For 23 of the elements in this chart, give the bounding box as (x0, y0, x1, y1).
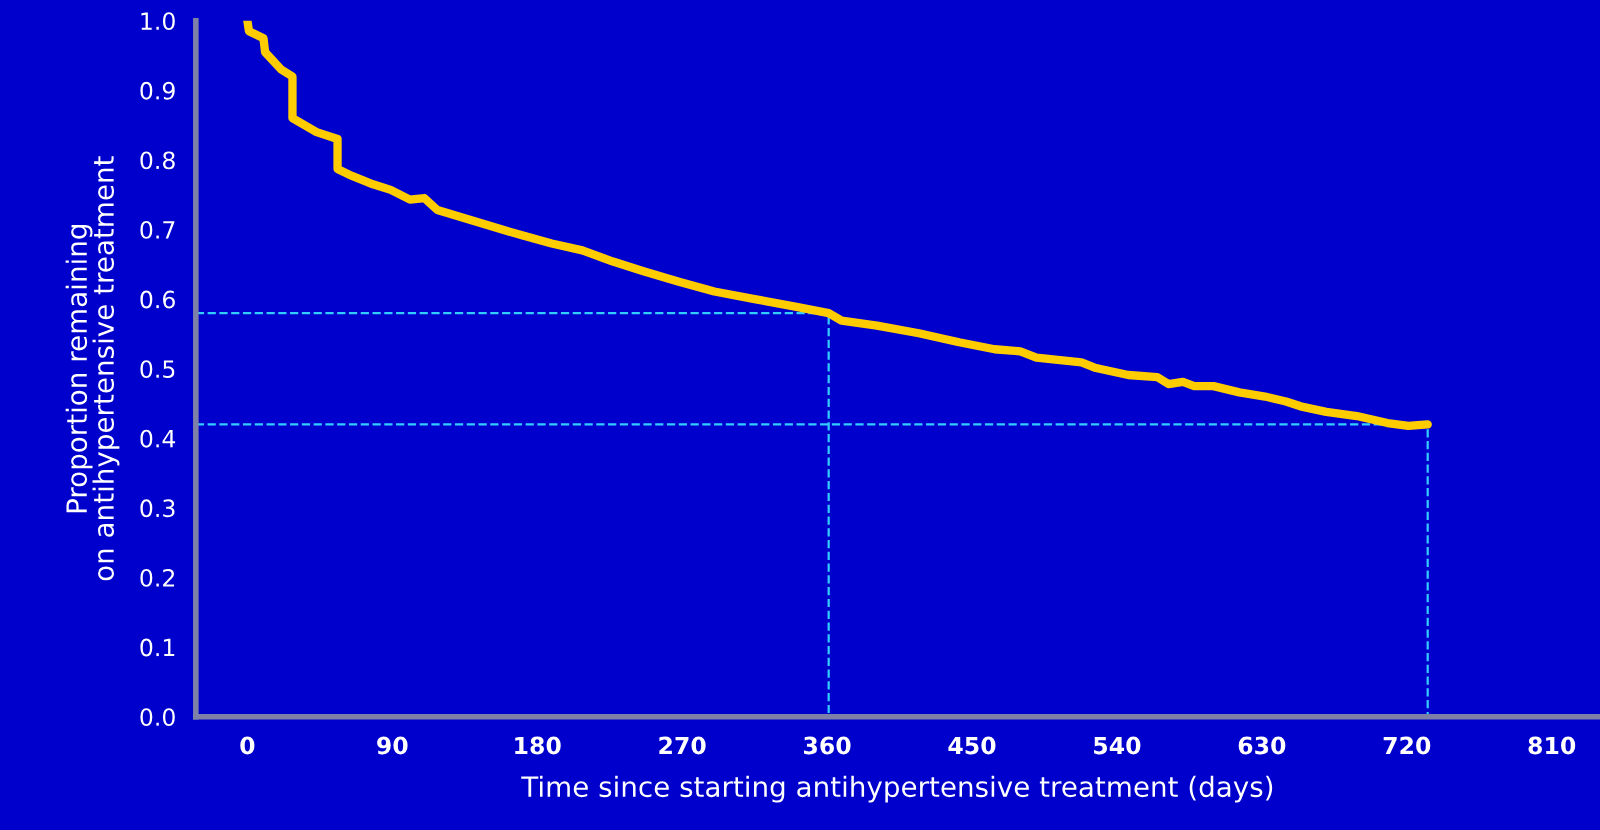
x-tick-label: 810 (1528, 736, 1576, 755)
y-tick-label: 0.6 (140, 290, 175, 309)
x-tick-label: 90 (377, 736, 408, 755)
y-axis-title: Proportion remaining on antihypertensive treatment (65, 156, 120, 581)
y-tick-label: 0.2 (140, 568, 175, 587)
x-axis-title: Time since starting antihypertensive treatment (days) (521, 775, 1273, 803)
x-tick-label: 270 (659, 736, 706, 755)
y-tick-label: 0.3 (140, 499, 175, 518)
x-tick-label: 0 (240, 736, 255, 755)
y-tick-label: 0.1 (140, 638, 175, 657)
y-tick-label: 0.5 (140, 360, 175, 379)
y-tick-label: 0.0 (140, 708, 175, 727)
x-tick-label: 450 (948, 736, 996, 755)
y-tick-label: 0.7 (140, 220, 175, 239)
x-tick-label: 180 (515, 736, 561, 755)
y-tick-label: 0.9 (140, 81, 175, 100)
x-tick-label: 360 (804, 736, 851, 755)
x-tick-label: 540 (1094, 736, 1141, 755)
x-tick-label: 630 (1238, 736, 1286, 755)
x-tick-label: 720 (1383, 736, 1431, 755)
y-tick-label: 0.4 (140, 429, 176, 448)
y-tick-label: 0.8 (140, 151, 175, 170)
y-tick-label: 1.0 (141, 12, 175, 31)
